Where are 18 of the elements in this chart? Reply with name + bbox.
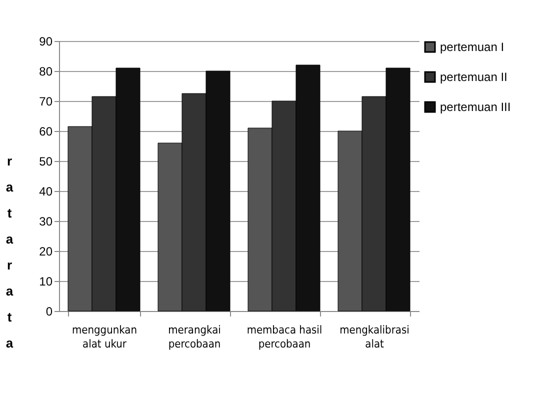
legend-label: pertemuan II bbox=[440, 70, 508, 84]
y-tick-label: 30 bbox=[39, 214, 53, 228]
y-tick-label: 0 bbox=[46, 304, 53, 318]
y-axis-title: ratarata bbox=[6, 154, 14, 350]
y-tick-label: 20 bbox=[39, 244, 53, 258]
x-tick-label: menggunkan alat ukur bbox=[72, 324, 137, 350]
x-tick-label: membaca hasil percobaan bbox=[246, 324, 322, 350]
y-tick-label: 70 bbox=[39, 94, 53, 108]
legend-label: pertemuan I bbox=[440, 40, 504, 54]
legend-label: pertemuan III bbox=[440, 100, 511, 114]
y-tick-label: 90 bbox=[39, 34, 53, 48]
x-tick-label: merangkai percobaan bbox=[168, 324, 221, 350]
y-tick-label: 60 bbox=[39, 124, 53, 138]
y-tick-label: 80 bbox=[39, 64, 53, 78]
y-tick-label: 50 bbox=[39, 154, 53, 168]
y-tick-label: 40 bbox=[39, 184, 53, 198]
y-tick-label: 10 bbox=[39, 274, 53, 288]
x-tick-label: mengkalibrasi alat bbox=[340, 324, 410, 350]
